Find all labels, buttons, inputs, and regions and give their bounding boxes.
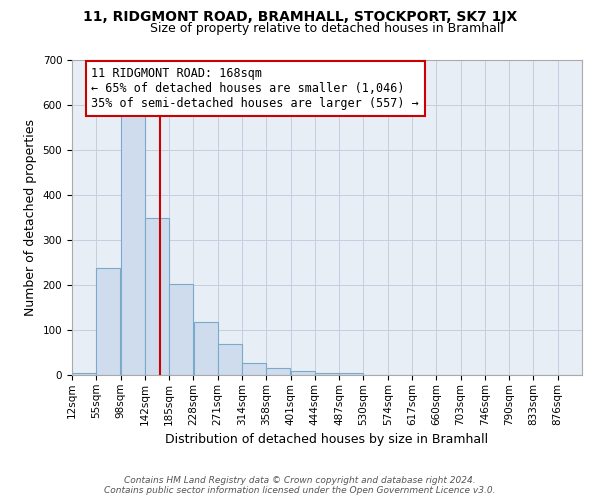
Bar — [121, 110, 145, 375]
Bar — [194, 322, 218, 375]
Bar — [218, 344, 242, 375]
Text: 11, RIDGMONT ROAD, BRAMHALL, STOCKPORT, SK7 1JX: 11, RIDGMONT ROAD, BRAMHALL, STOCKPORT, … — [83, 10, 517, 24]
Bar — [315, 373, 339, 375]
X-axis label: Distribution of detached houses by size in Bramhall: Distribution of detached houses by size … — [166, 433, 488, 446]
Bar — [97, 268, 121, 375]
Y-axis label: Number of detached properties: Number of detached properties — [24, 119, 37, 316]
Bar — [145, 218, 169, 375]
Bar — [290, 370, 315, 375]
Bar — [339, 373, 364, 375]
Title: Size of property relative to detached houses in Bramhall: Size of property relative to detached ho… — [150, 22, 504, 35]
Bar — [169, 284, 193, 375]
Bar — [266, 368, 290, 375]
Bar — [242, 363, 266, 375]
Text: 11 RIDGMONT ROAD: 168sqm
← 65% of detached houses are smaller (1,046)
35% of sem: 11 RIDGMONT ROAD: 168sqm ← 65% of detach… — [91, 66, 419, 110]
Bar — [72, 373, 96, 375]
Text: Contains HM Land Registry data © Crown copyright and database right 2024.
Contai: Contains HM Land Registry data © Crown c… — [104, 476, 496, 495]
